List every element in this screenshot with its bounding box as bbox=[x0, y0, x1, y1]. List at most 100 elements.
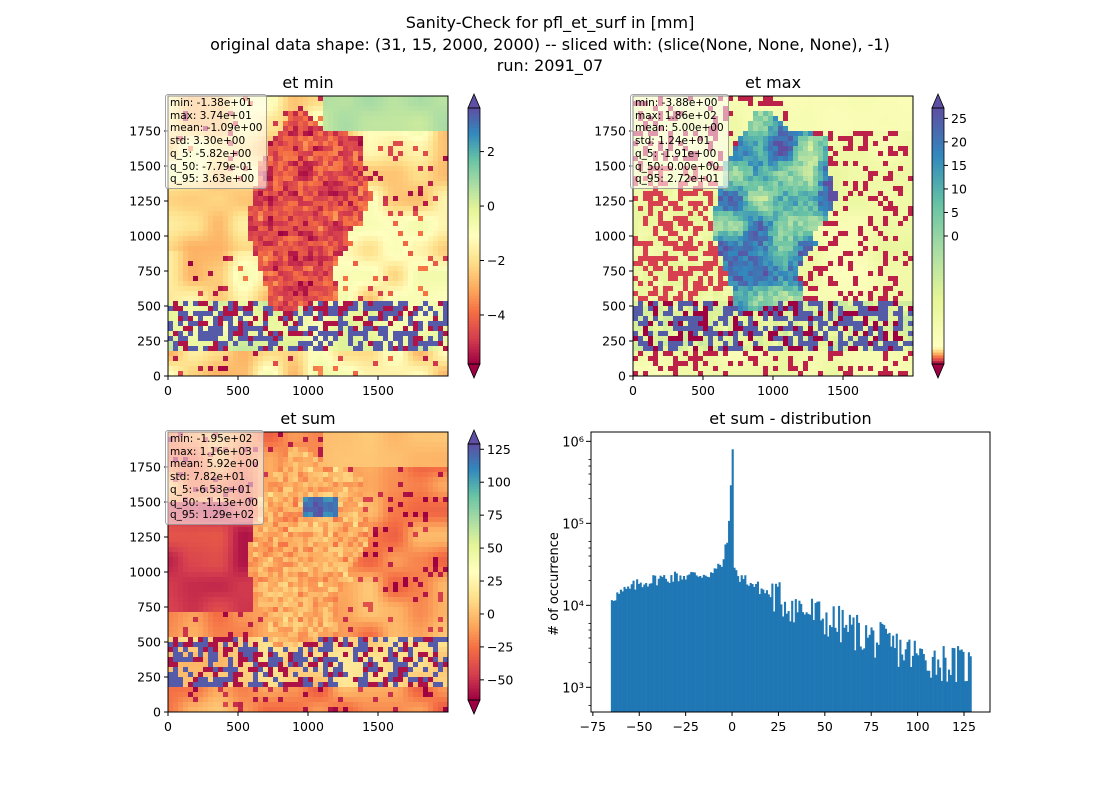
heatmap-cell bbox=[168, 316, 174, 322]
heatmap-cell bbox=[693, 226, 699, 232]
heatmap-cell bbox=[413, 211, 419, 217]
heatmap-cell bbox=[328, 176, 334, 182]
heatmap-cell bbox=[443, 216, 449, 222]
heatmap-cell bbox=[428, 311, 434, 317]
heatmap-cell bbox=[898, 161, 904, 167]
heatmap-cell bbox=[828, 211, 834, 217]
heatmap-cell bbox=[338, 291, 344, 297]
heatmap-cell bbox=[298, 126, 304, 132]
heatmap-cell bbox=[208, 236, 214, 242]
heatmap-cell bbox=[423, 201, 429, 207]
heatmap-cell bbox=[338, 126, 344, 132]
heatmap-cell bbox=[428, 281, 434, 287]
heatmap-cell bbox=[873, 121, 879, 127]
heatmap-cell bbox=[393, 366, 399, 372]
heatmap-cell bbox=[388, 186, 394, 192]
heatmap-cell bbox=[218, 276, 224, 282]
heatmap-cell bbox=[233, 231, 239, 237]
heatmap-cell bbox=[423, 281, 429, 287]
heatmap-cell bbox=[898, 96, 904, 102]
heatmap-cell bbox=[173, 341, 179, 347]
heatmap-cell bbox=[433, 221, 439, 227]
heatmap-cell bbox=[748, 126, 754, 132]
heatmap-cell bbox=[258, 301, 264, 307]
heatmap-cell bbox=[353, 136, 359, 142]
heatmap-cell bbox=[333, 371, 339, 377]
heatmap-cell bbox=[413, 96, 419, 102]
heatmap-cell bbox=[658, 206, 664, 212]
heatmap-cell bbox=[358, 216, 364, 222]
heatmap-cell bbox=[328, 216, 334, 222]
heatmap-cell bbox=[308, 136, 314, 142]
heatmap-cell bbox=[368, 96, 374, 102]
heatmap-cell bbox=[173, 281, 179, 287]
heatmap-cell bbox=[218, 366, 224, 372]
heatmap-cell bbox=[258, 216, 264, 222]
heatmap-cell bbox=[738, 101, 744, 107]
heatmap-cell bbox=[328, 151, 334, 157]
heatmap-cell bbox=[908, 221, 914, 227]
heatmap-cell bbox=[278, 341, 284, 347]
heatmap-cell bbox=[358, 136, 364, 142]
heatmap-cell bbox=[393, 361, 399, 367]
heatmap-cell bbox=[743, 216, 749, 222]
heatmap-cell bbox=[378, 101, 384, 107]
x-tick-label: 0 bbox=[164, 383, 172, 398]
heatmap-cell bbox=[343, 211, 349, 217]
heatmap-cell bbox=[853, 226, 859, 232]
heatmap-cell bbox=[653, 226, 659, 232]
heatmap-cell bbox=[828, 116, 834, 122]
heatmap-cell bbox=[338, 181, 344, 187]
heatmap-cell bbox=[343, 181, 349, 187]
heatmap-cell bbox=[168, 346, 174, 352]
heatmap-cell bbox=[728, 186, 734, 192]
heatmap-cell bbox=[408, 236, 414, 242]
heatmap-cell bbox=[228, 201, 234, 207]
heatmap-cell bbox=[373, 216, 379, 222]
heatmap-cell bbox=[318, 106, 324, 112]
heatmap-cell bbox=[368, 326, 374, 332]
heatmap-cell bbox=[438, 186, 444, 192]
heatmap-cell bbox=[293, 266, 299, 272]
heatmap-cell bbox=[353, 351, 359, 357]
heatmap-cell bbox=[353, 296, 359, 302]
heatmap-cell bbox=[218, 321, 224, 327]
heatmap-cell bbox=[358, 276, 364, 282]
heatmap-cell bbox=[828, 106, 834, 112]
heatmap-cell bbox=[308, 216, 314, 222]
heatmap-cell bbox=[853, 196, 859, 202]
heatmap-cell bbox=[263, 216, 269, 222]
x-tick-label: 1000 bbox=[292, 383, 324, 398]
heatmap-cell bbox=[293, 371, 299, 377]
heatmap-cell bbox=[403, 176, 409, 182]
heatmap-cell bbox=[723, 206, 729, 212]
heatmap-cell bbox=[863, 171, 869, 177]
heatmap-cell bbox=[768, 106, 774, 112]
heatmap-cell bbox=[223, 351, 229, 357]
heatmap-cell bbox=[368, 151, 374, 157]
heatmap-cell bbox=[418, 286, 424, 292]
colorbar-tick-label: −4 bbox=[487, 307, 505, 322]
heatmap-cell bbox=[403, 211, 409, 217]
heatmap-cell bbox=[298, 151, 304, 157]
heatmap-cell bbox=[268, 201, 274, 207]
heatmap-cell bbox=[218, 326, 224, 332]
heatmap-cell bbox=[268, 251, 274, 257]
heatmap-cell bbox=[428, 276, 434, 282]
heatmap-cell bbox=[293, 196, 299, 202]
heatmap-cell bbox=[783, 241, 789, 247]
heatmap-cell bbox=[733, 126, 739, 132]
heatmap-cell bbox=[328, 196, 334, 202]
heatmap-cell bbox=[243, 221, 249, 227]
heatmap-cell bbox=[883, 226, 889, 232]
heatmap-cell bbox=[248, 261, 254, 267]
heatmap-cell bbox=[383, 256, 389, 262]
heatmap-cell bbox=[323, 211, 329, 217]
heatmap-cell bbox=[438, 281, 444, 287]
heatmap-cell bbox=[178, 351, 184, 357]
heatmap-cell bbox=[888, 236, 894, 242]
heatmap-cell bbox=[233, 326, 239, 332]
heatmap-cell bbox=[658, 221, 664, 227]
heatmap-cell bbox=[713, 201, 719, 207]
heatmap-cell bbox=[238, 321, 244, 327]
